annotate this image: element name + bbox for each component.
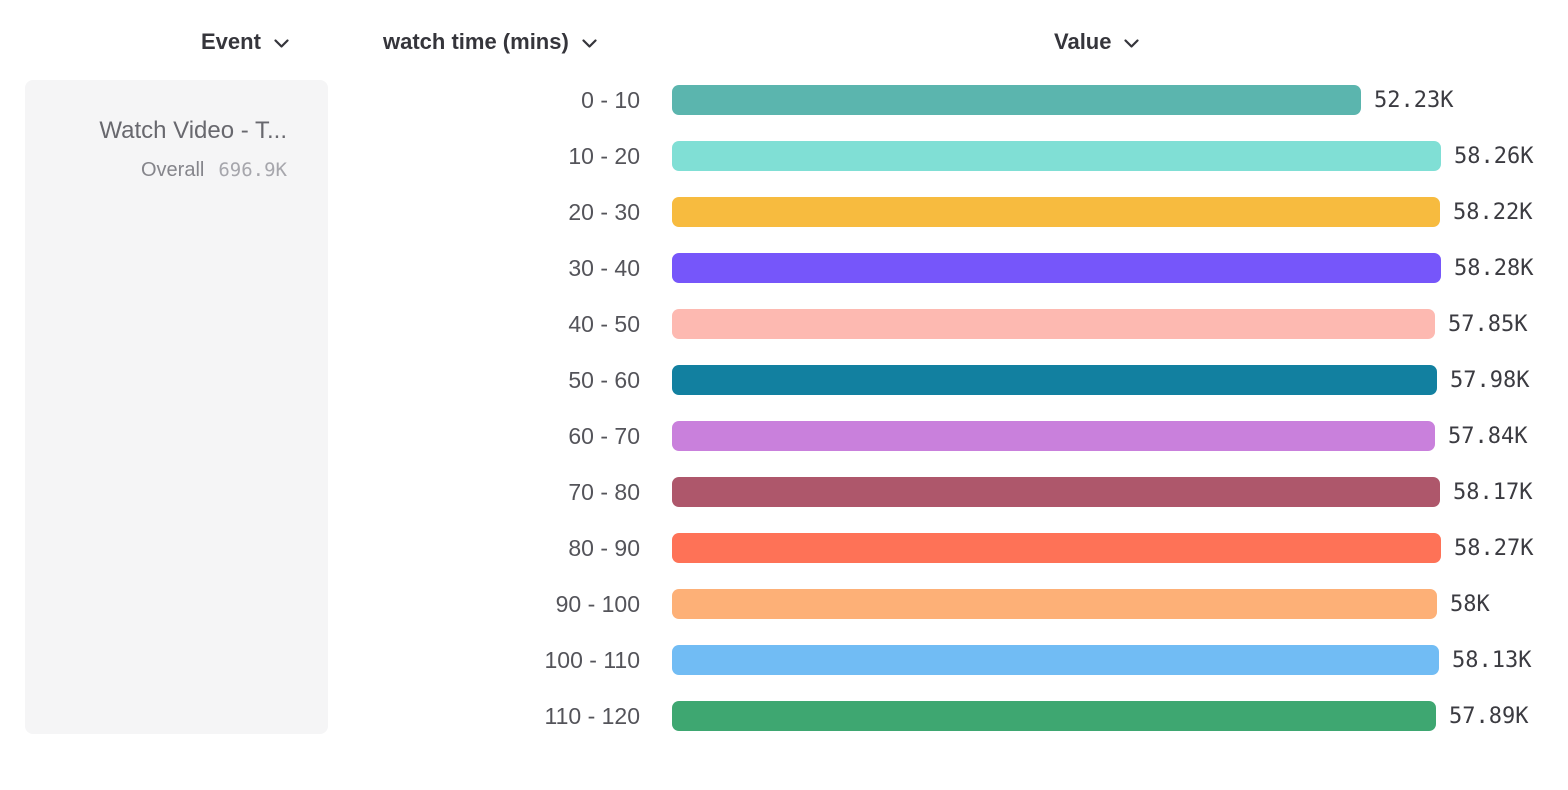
chart-row: 100 - 110 58.13K [0,632,1568,688]
value-label: 57.85K [1448,311,1528,337]
chart-row: 80 - 90 58.27K [0,520,1568,576]
value-label: 58.13K [1452,647,1532,673]
event-name: Watch Video - T... [99,117,287,144]
value-column-header[interactable]: Value [1054,28,1140,56]
value-label: 58.28K [1454,255,1534,281]
event-column-label: Event [201,29,261,54]
bar-segment[interactable] [672,701,1436,731]
chart-row: 40 - 50 57.85K [0,296,1568,352]
bar-segment[interactable] [672,645,1439,675]
chevron-down-icon [1124,39,1140,48]
value-label: 57.89K [1449,703,1529,729]
chart-row: 0 - 10 52.23K [0,72,1568,128]
bar-chart-rows: 0 - 10 52.23K 10 - 20 58.26K 20 - 30 58.22K 30… [0,72,1568,744]
category-label: 110 - 120 [544,702,640,729]
breakdown-column-label: watch time (mins) [383,29,569,54]
chart-row: 50 - 60 57.98K [0,352,1568,408]
chevron-down-icon [274,39,289,48]
value-label: 57.84K [1448,423,1528,449]
value-column-label: Value [1054,29,1112,54]
chart-row: 90 - 100 58K [0,576,1568,632]
bar-segment[interactable] [672,85,1361,115]
value-label: 57.98K [1450,367,1530,393]
value-label: 58.27K [1454,535,1534,561]
overall-value: 696.9K [218,159,287,181]
event-overall-row: Overall 696.9K [25,158,287,182]
bar-segment[interactable] [672,309,1435,339]
chart-row: 30 - 40 58.28K [0,240,1568,296]
category-label: 0 - 10 [581,86,640,113]
bar-segment[interactable] [672,141,1441,171]
category-label: 100 - 110 [544,646,640,673]
bar-segment[interactable] [672,197,1440,227]
bar-segment[interactable] [672,533,1441,563]
overall-label: Overall [141,159,205,181]
chart-row: 60 - 70 57.84K [0,408,1568,464]
category-label: 70 - 80 [568,478,640,505]
chart-row: 10 - 20 58.26K [0,128,1568,184]
category-label: 90 - 100 [555,590,640,617]
bar-segment[interactable] [672,477,1440,507]
event-card[interactable]: Watch Video - T... Overall 696.9K [25,80,328,734]
value-label: 58.22K [1453,199,1533,225]
bar-segment[interactable] [672,589,1437,619]
breakdown-column-header[interactable]: watch time (mins) [383,28,597,56]
value-label: 58.17K [1453,479,1533,505]
category-label: 50 - 60 [568,366,640,393]
category-label: 80 - 90 [568,534,640,561]
value-label: 58K [1450,591,1490,617]
chevron-down-icon [582,39,597,48]
value-label: 58.26K [1454,143,1534,169]
value-label: 52.23K [1374,87,1454,113]
category-label: 20 - 30 [568,198,640,225]
category-label: 40 - 50 [568,310,640,337]
bar-segment[interactable] [672,365,1437,395]
category-label: 60 - 70 [568,422,640,449]
event-column-header[interactable]: Event [201,28,289,56]
chart-row: 110 - 120 57.89K [0,688,1568,744]
category-label: 10 - 20 [568,142,640,169]
bar-segment[interactable] [672,421,1435,451]
chart-row: 20 - 30 58.22K [0,184,1568,240]
chart-row: 70 - 80 58.17K [0,464,1568,520]
bar-segment[interactable] [672,253,1441,283]
category-label: 30 - 40 [568,254,640,281]
